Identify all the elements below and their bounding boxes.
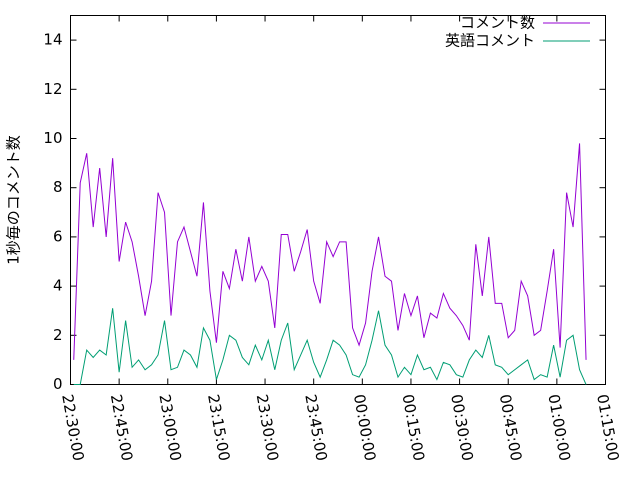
y-tick-label: 8: [53, 178, 63, 196]
y-tick-label: 10: [43, 129, 62, 147]
x-tick-label: 01:00:00: [544, 393, 573, 462]
y-tick-label: 6: [53, 227, 63, 245]
x-tick-label: 22:30:00: [58, 393, 87, 462]
x-tick-label: 00:45:00: [496, 393, 525, 462]
x-tick-label: 23:45:00: [301, 393, 330, 462]
y-tick-label: 12: [43, 80, 62, 98]
y-tick-label: 0: [53, 375, 63, 393]
plot-border: [70, 15, 606, 385]
legend-label: コメント数: [460, 14, 535, 32]
x-tick-label: 00:15:00: [399, 393, 428, 462]
y-axis-label: 1秒毎のコメント数: [5, 135, 23, 265]
x-tick-label: 00:00:00: [350, 393, 379, 462]
x-tick-label: 23:15:00: [204, 393, 233, 462]
x-tick-label: 23:00:00: [155, 393, 184, 462]
x-tick-label: 23:30:00: [253, 393, 282, 462]
y-tick-label: 2: [53, 326, 63, 344]
x-tick-label: 01:15:00: [593, 393, 622, 462]
legend-label: 英語コメント: [445, 32, 535, 50]
series-line: [73, 143, 587, 360]
x-tick-label: 00:30:00: [447, 393, 476, 462]
x-tick-label: 22:45:00: [107, 393, 136, 462]
y-tick-label: 4: [53, 277, 63, 295]
series-line: [73, 308, 587, 385]
y-tick-label: 14: [43, 31, 62, 49]
